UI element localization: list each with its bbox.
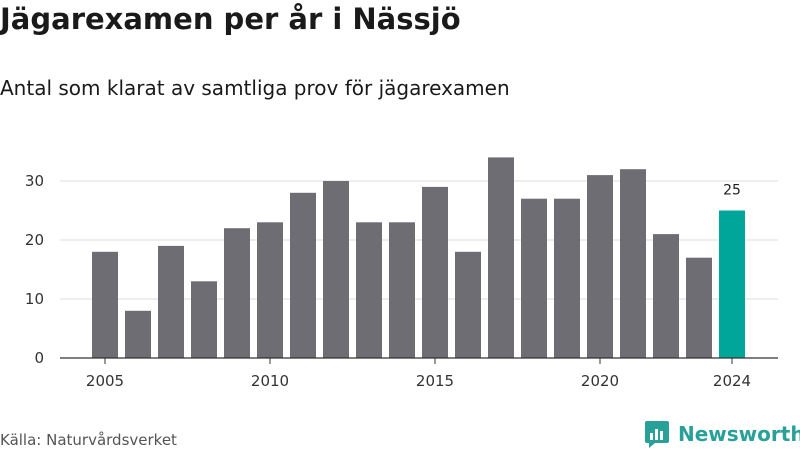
bar-2021 — [620, 169, 646, 358]
brand-name: Newsworthy — [678, 422, 800, 446]
newsworthy-logo-icon — [645, 421, 669, 448]
y-tick-label-0: 0 — [34, 349, 44, 367]
y-tick-label-10: 10 — [25, 290, 44, 308]
source-note: Källa: Naturvårdsverket — [0, 431, 177, 449]
chart-subtitle: Antal som klarat av samtliga prov för jä… — [0, 76, 510, 100]
x-tick-label-2020: 2020 — [581, 372, 619, 390]
bar-2014 — [389, 222, 415, 358]
bar-2024 — [719, 210, 745, 358]
bar-2022 — [653, 234, 679, 358]
bar-2018 — [521, 198, 547, 358]
bar-2017 — [488, 157, 514, 358]
bar-2006 — [125, 310, 151, 358]
x-tick-label-2024: 2024 — [713, 372, 751, 390]
x-tick-label-2005: 2005 — [86, 372, 124, 390]
bar-2005 — [92, 251, 118, 358]
bar-2010 — [257, 222, 283, 358]
y-tick-label-30: 30 — [25, 172, 44, 190]
bar-2008 — [191, 281, 217, 358]
bar-2013 — [356, 222, 382, 358]
x-tick-label-2015: 2015 — [416, 372, 454, 390]
data-label-2024: 25 — [723, 183, 741, 199]
bar-2009 — [224, 228, 250, 358]
bar-2016 — [455, 251, 481, 358]
y-tick-label-20: 20 — [25, 231, 44, 249]
chart-title: Jägarexamen per år i Nässjö — [0, 2, 461, 36]
bar-2011 — [290, 192, 316, 358]
bar-2020 — [587, 175, 613, 358]
x-tick-label-2010: 2010 — [251, 372, 289, 390]
bar-2012 — [323, 181, 349, 358]
bar-2019 — [554, 198, 580, 358]
bar-2007 — [158, 245, 184, 358]
bar-2015 — [422, 186, 448, 358]
newsworthy-brand: Newsworthy — [644, 420, 800, 448]
bar-2023 — [686, 257, 712, 358]
